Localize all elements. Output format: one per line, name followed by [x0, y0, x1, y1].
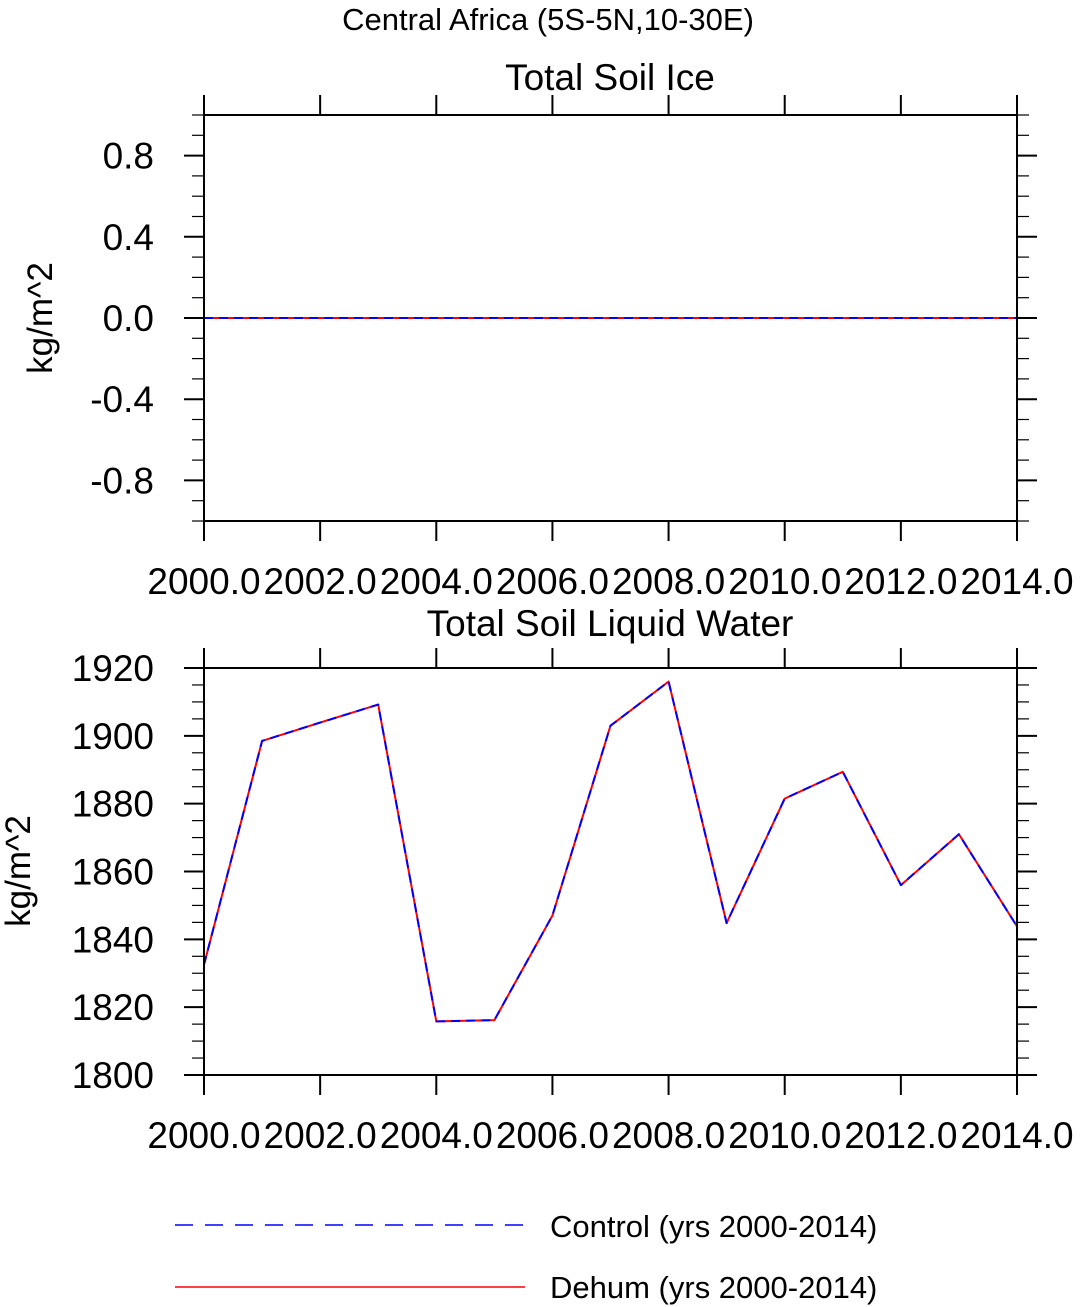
- y-tick-label: 1900: [72, 716, 154, 757]
- chart-soil-ice: Total Soil Ice kg/m^2 2000.0 2002.0 2004.0…: [21, 57, 1074, 602]
- y-tick-label: 1860: [72, 852, 154, 893]
- chart-soil-liquid-water: Total Soil Liquid Water kg/m^2 2000.0 200…: [0, 603, 1074, 1156]
- y-axis-label: kg/m^2: [21, 262, 60, 374]
- x-tick-label: 2004.0: [380, 561, 493, 602]
- y-tick-label: 1820: [72, 987, 154, 1028]
- x-tick-label: 2014.0: [960, 1115, 1073, 1156]
- chart-title: Total Soil Liquid Water: [427, 603, 794, 644]
- series-line-control: [203, 680, 1018, 1023]
- y-tick-label: 0.0: [103, 298, 154, 339]
- figure-title: Central Africa (5S-5N,10-30E): [342, 2, 754, 37]
- x-tick-label: 2006.0: [496, 1115, 609, 1156]
- x-tick-label: 2000.0: [147, 561, 260, 602]
- y-tick-label: 0.8: [103, 136, 154, 177]
- y-tick-label: 1800: [72, 1055, 154, 1096]
- x-tick-label: 2008.0: [612, 1115, 725, 1156]
- series-line-dehum: [203, 680, 1018, 1023]
- x-tick-label: 2010.0: [728, 1115, 841, 1156]
- legend: Control (yrs 2000-2014) Dehum (yrs 2000-…: [175, 1209, 877, 1305]
- y-tick-label: 1920: [72, 648, 154, 689]
- x-tick-label: 2008.0: [612, 561, 725, 602]
- y-tick-label: 1840: [72, 919, 154, 960]
- y-tick-label: 0.4: [103, 217, 154, 258]
- legend-label-control: Control (yrs 2000-2014): [550, 1209, 877, 1244]
- y-tick-label: -0.4: [90, 379, 154, 420]
- y-tick-label: 1880: [72, 784, 154, 825]
- x-tick-label: 2002.0: [264, 561, 377, 602]
- x-tick-label: 2012.0: [844, 1115, 957, 1156]
- x-tick-label: 2006.0: [496, 561, 609, 602]
- x-tick-label: 2004.0: [380, 1115, 493, 1156]
- chart-title: Total Soil Ice: [505, 57, 715, 98]
- legend-label-dehum: Dehum (yrs 2000-2014): [550, 1270, 877, 1305]
- x-tick-label: 2012.0: [844, 561, 957, 602]
- x-tick-label: 2014.0: [960, 561, 1073, 602]
- y-tick-label: -0.8: [90, 460, 154, 501]
- x-tick-label: 2002.0: [264, 1115, 377, 1156]
- x-tick-label: 2000.0: [147, 1115, 260, 1156]
- x-tick-label: 2010.0: [728, 561, 841, 602]
- y-axis-label: kg/m^2: [0, 815, 38, 927]
